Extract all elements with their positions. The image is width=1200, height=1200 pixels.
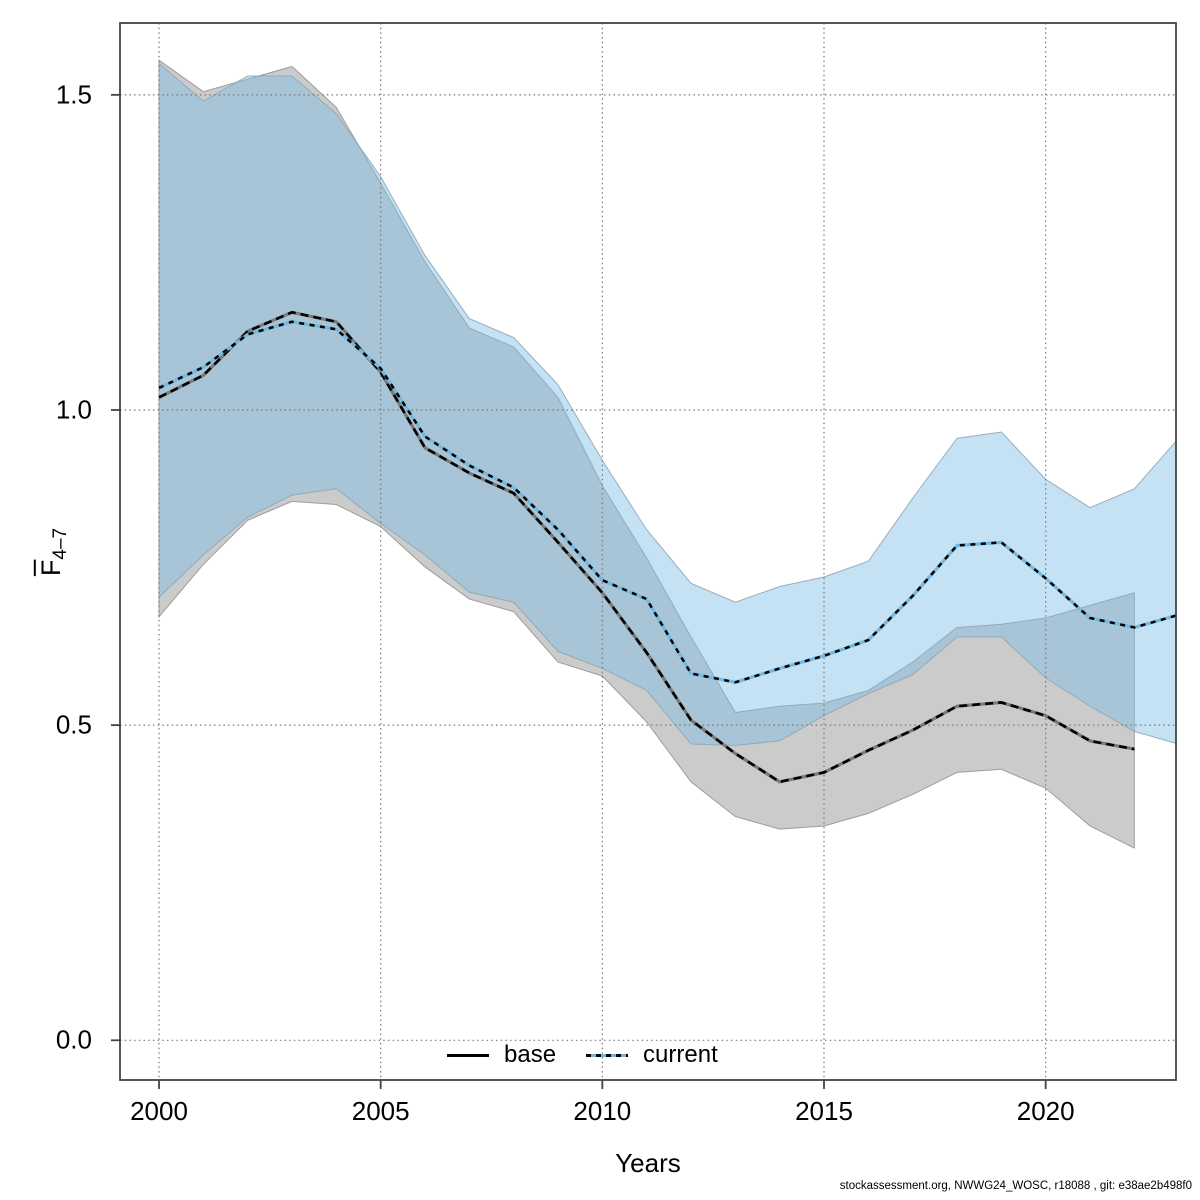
y-axis-title-subscript: 4–7 (50, 527, 72, 560)
legend-item-current: current (586, 1041, 718, 1069)
plot-frame (119, 22, 1177, 1081)
x-tick-label: 2010 (573, 1096, 632, 1126)
x-axis-title: Years (615, 1148, 681, 1178)
legend-label-current: current (643, 1041, 718, 1068)
y-tick-label: 0.5 (55, 709, 92, 740)
current-confidence-band (158, 62, 1176, 746)
x-tick-label: 2005 (351, 1096, 410, 1126)
legend-label-base: base (504, 1041, 557, 1068)
current-line-swatch (586, 1053, 629, 1057)
base-line (158, 311, 1135, 784)
plot-layers (120, 23, 1176, 1080)
base-confidence-band (158, 59, 1135, 849)
current-line-under (158, 320, 1176, 684)
x-tick-label: 2020 (1016, 1096, 1075, 1126)
x-tick-label: 2000 (130, 1096, 188, 1126)
y-tick-label: 0.0 (55, 1024, 92, 1055)
base-line-swatch (447, 1053, 489, 1057)
y-tick-label: 1.5 (55, 79, 92, 110)
x-tick-label: 2015 (795, 1096, 853, 1126)
y-axis-title-letter: F (35, 559, 66, 577)
legend: base current (447, 1041, 718, 1069)
y-axis-title: F4–7 (36, 512, 72, 592)
footer-attribution: stockassessment.org, NWWG24_WOSC, r18088… (839, 1180, 1192, 1192)
legend-item-base: base (447, 1041, 556, 1069)
y-tick-label: 1.0 (55, 394, 92, 425)
